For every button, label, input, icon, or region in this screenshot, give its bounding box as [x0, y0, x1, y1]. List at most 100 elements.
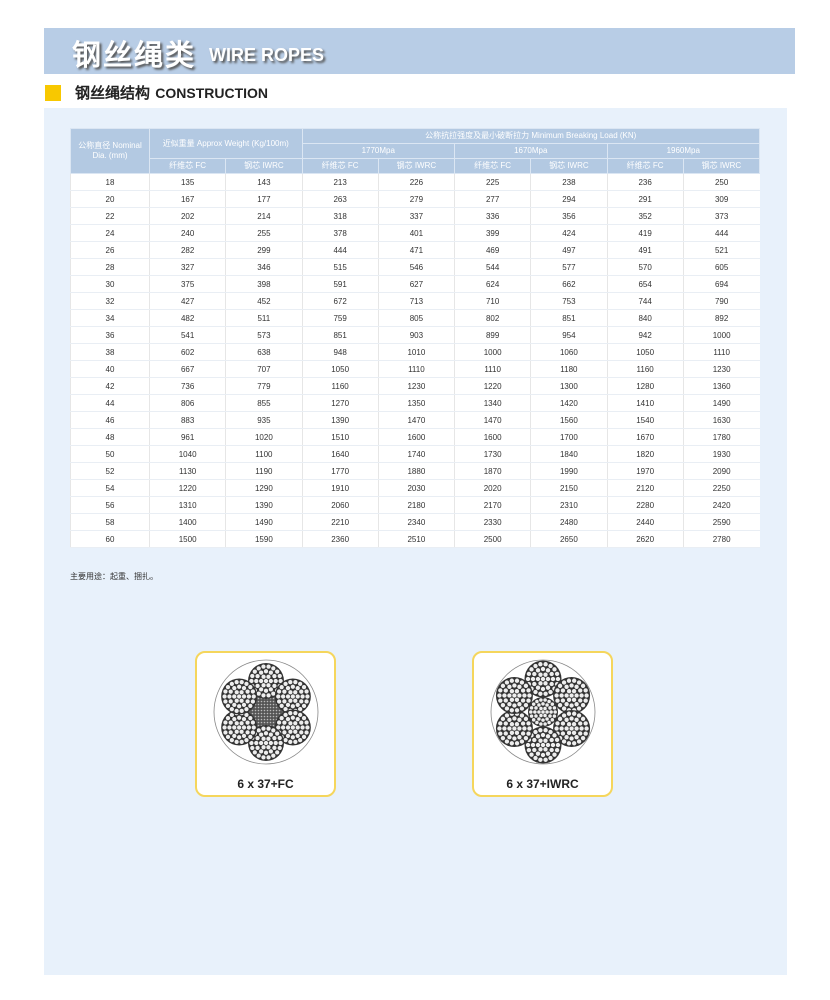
table-cell: 1590: [225, 530, 302, 548]
table-cell: 356: [530, 207, 607, 225]
header-grade: 1960Mpa: [606, 143, 760, 159]
table-cell: 903: [377, 326, 455, 344]
table-cell: 805: [377, 309, 455, 327]
table-cell: 942: [606, 326, 684, 344]
table-cell: 1100: [225, 445, 302, 463]
table-cell: 638: [225, 343, 302, 361]
table-cell: 779: [225, 377, 302, 395]
table-cell: 1600: [453, 428, 531, 446]
table-row: 34 482 511 759 805 802 851 840 892: [70, 309, 760, 327]
table-cell: 2590: [682, 513, 760, 531]
table-cell: 291: [606, 190, 684, 208]
table-cell: 482: [148, 309, 226, 327]
table-cell: 1340: [453, 394, 531, 412]
table-cell: 694: [682, 275, 760, 293]
table-cell: 318: [301, 207, 379, 225]
table-cell: 424: [530, 224, 607, 242]
table-cell: 753: [530, 292, 607, 310]
table-cell: 1390: [225, 496, 302, 514]
table-row: 42 736 779 1160 1230 1220 1300 1280 1360: [70, 377, 760, 395]
table-cell: 1420: [530, 394, 607, 412]
table-cell: 1490: [225, 513, 302, 531]
table-cell: 1560: [530, 411, 607, 429]
header-fc: 纤维芯 FC: [148, 158, 227, 174]
header-dia: 公称直径 Nominal Dia. (mm): [70, 128, 150, 174]
table-cell: 2280: [606, 496, 684, 514]
table-cell: 2020: [453, 479, 531, 497]
table-cell: 1220: [453, 377, 531, 395]
table-cell: 1500: [148, 530, 226, 548]
table-cell: 1780: [682, 428, 760, 446]
table-cell: 1910: [301, 479, 379, 497]
table-cell: 624: [453, 275, 531, 293]
table-cell: 662: [530, 275, 607, 293]
diagram-label: 6 x 37+IWRC: [506, 777, 579, 791]
table-cell: 240: [148, 224, 226, 242]
table-cell: 1740: [377, 445, 455, 463]
table-cell: 60: [70, 530, 150, 548]
table-cell: 736: [148, 377, 226, 395]
table-cell: 28: [70, 258, 150, 276]
table-cell: 2250: [682, 479, 760, 497]
table-cell: 1110: [377, 360, 455, 378]
table-cell: 135: [148, 173, 226, 191]
table-cell: 1880: [377, 462, 455, 480]
table-cell: 56: [70, 496, 150, 514]
section-title-en: CONSTRUCTION: [155, 85, 269, 101]
table-row: 56 1310 1390 2060 2180 2170 2310 2280 2420: [70, 496, 760, 514]
table-cell: 1020: [225, 428, 302, 446]
table-cell: 336: [453, 207, 531, 225]
diagram-label: 6 x 37+FC: [237, 777, 294, 791]
table-cell: 398: [225, 275, 302, 293]
table-cell: 277: [453, 190, 531, 208]
header-weight: 近似重量 Approx Weight (Kg/100m): [149, 128, 303, 159]
table-cell: 327: [148, 258, 226, 276]
table-cell: 654: [606, 275, 684, 293]
table-cell: 541: [148, 326, 226, 344]
table-cell: 427: [148, 292, 226, 310]
table-cell: 546: [377, 258, 455, 276]
table-cell: 1470: [377, 411, 455, 429]
table-cell: 236: [606, 173, 684, 191]
table-cell: 202: [148, 207, 226, 225]
table-cell: 279: [377, 190, 455, 208]
table-cell: 1270: [301, 394, 379, 412]
table-cell: 577: [530, 258, 607, 276]
table-cell: 1770: [301, 462, 379, 480]
table-cell: 2030: [377, 479, 455, 497]
table-row: 24 240 255 378 401 399 424 419 444: [70, 224, 760, 242]
diagram-card-fc: 6 x 37+FC: [195, 651, 336, 797]
table-cell: 444: [301, 241, 379, 259]
spec-table: 公称直径 Nominal Dia. (mm) 近似重量 Approx Weigh…: [70, 128, 761, 548]
table-cell: 591: [301, 275, 379, 293]
table-cell: 2170: [453, 496, 531, 514]
table-cell: 294: [530, 190, 607, 208]
table-cell: 1990: [530, 462, 607, 480]
table-cell: 2120: [606, 479, 684, 497]
table-cell: 2210: [301, 513, 379, 531]
table-cell: 1350: [377, 394, 455, 412]
table-cell: 2340: [377, 513, 455, 531]
table-cell: 1840: [530, 445, 607, 463]
table-cell: 42: [70, 377, 150, 395]
table-cell: 744: [606, 292, 684, 310]
table-cell: 1130: [148, 462, 226, 480]
table-cell: 627: [377, 275, 455, 293]
table-cell: 50: [70, 445, 150, 463]
table-cell: 225: [453, 173, 531, 191]
header-fc: 纤维芯 FC: [606, 158, 684, 174]
table-cell: 213: [301, 173, 379, 191]
table-cell: 1110: [453, 360, 531, 378]
table-cell: 1540: [606, 411, 684, 429]
table-cell: 177: [225, 190, 302, 208]
table-cell: 1010: [377, 343, 455, 361]
table-cell: 2090: [682, 462, 760, 480]
table-row: 58 1400 1490 2210 2340 2330 2480 2440 2590: [70, 513, 760, 531]
table-cell: 1290: [225, 479, 302, 497]
table-cell: 2060: [301, 496, 379, 514]
table-cell: 471: [377, 241, 455, 259]
table-cell: 2330: [453, 513, 531, 531]
table-cell: 544: [453, 258, 531, 276]
table-cell: 948: [301, 343, 379, 361]
section-marker: [45, 85, 61, 101]
